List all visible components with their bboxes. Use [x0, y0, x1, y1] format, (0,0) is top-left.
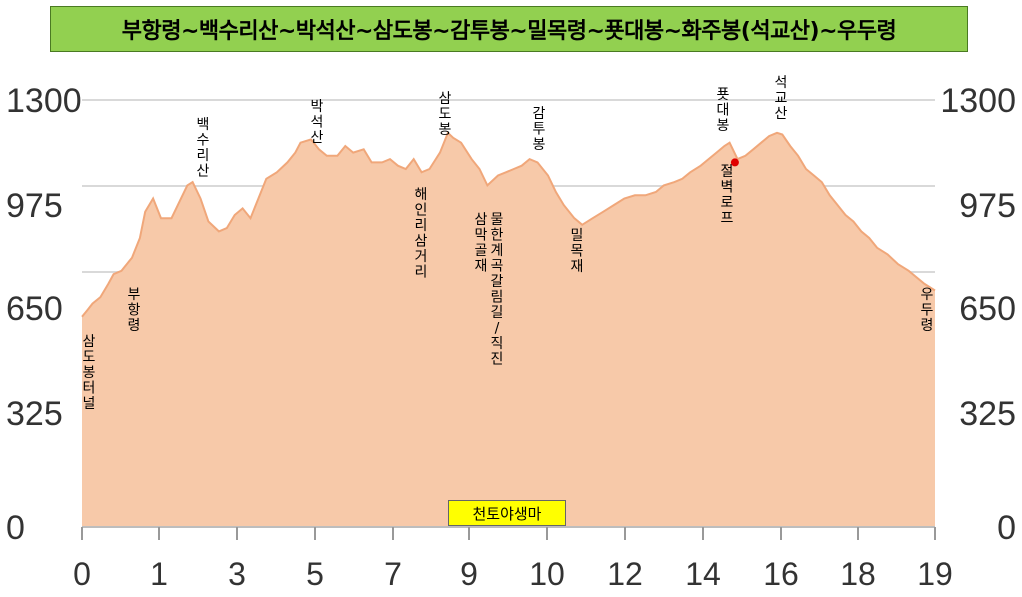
x-tick-label: 1 — [150, 556, 168, 592]
credit-box: 천토야생마 — [448, 500, 566, 526]
y-tick-label-right: 1300 — [940, 82, 1016, 120]
x-tick-label: 0 — [73, 556, 91, 592]
y-tick-label-left: 325 — [6, 395, 63, 433]
x-tick-label: 5 — [306, 556, 324, 592]
waypoint-labels: 삼 도 봉 터 널 부 항 령 백 수 리 산 박 석 산해 인 리 삼 거 리 삼 도 봉삼 막 골 재물 한 계 곡 갈 림 길 / 직 진 감 투… — [83, 75, 934, 412]
x-tick-label: 12 — [607, 556, 643, 592]
y-axis-right: 0 325 650 975 1300 — [940, 82, 1016, 547]
y-tick-label-left: 0 — [6, 509, 25, 547]
y-tick-label-right: 975 — [959, 187, 1016, 225]
y-axis-left: 0 325 650 975 1300 — [6, 82, 82, 547]
x-tick-label: 16 — [763, 556, 799, 592]
elevation-line — [81, 131, 936, 318]
waypoint-label: 물 한 계 곡 갈 림 길 / 직 진 — [491, 212, 504, 368]
y-tick-label-left: 975 — [6, 187, 63, 225]
chart-title: 부항령~백수리산~박석산~삼도봉~감투봉~밀목령~푯대봉~화주봉(석교산)~우두… — [121, 19, 897, 44]
y-tick-label-right: 650 — [959, 290, 1016, 328]
chart-title-box: 부항령~백수리산~박석산~삼도봉~감투봉~밀목령~푯대봉~화주봉(석교산)~우두… — [50, 6, 968, 52]
x-tick-label: 10 — [529, 556, 565, 592]
x-tick-label: 9 — [460, 556, 478, 592]
elevation-area — [82, 132, 935, 528]
y-tick-label-left: 1300 — [6, 82, 82, 120]
x-tick-label: 7 — [384, 556, 402, 592]
y-tick-label-left: 650 — [6, 290, 63, 328]
x-axis: 0 1 3 5 7 9 10 12 14 16 18 19 — [73, 527, 953, 592]
y-tick-label-right: 325 — [959, 395, 1016, 433]
x-tick-label: 3 — [228, 556, 246, 592]
x-tick-label: 19 — [917, 556, 953, 592]
x-tick-label: 18 — [840, 556, 876, 592]
y-tick-label-right: 0 — [997, 509, 1016, 547]
rope-marker — [730, 158, 739, 167]
credit-text: 천토야생마 — [472, 504, 542, 523]
x-tick-label: 14 — [685, 556, 721, 592]
